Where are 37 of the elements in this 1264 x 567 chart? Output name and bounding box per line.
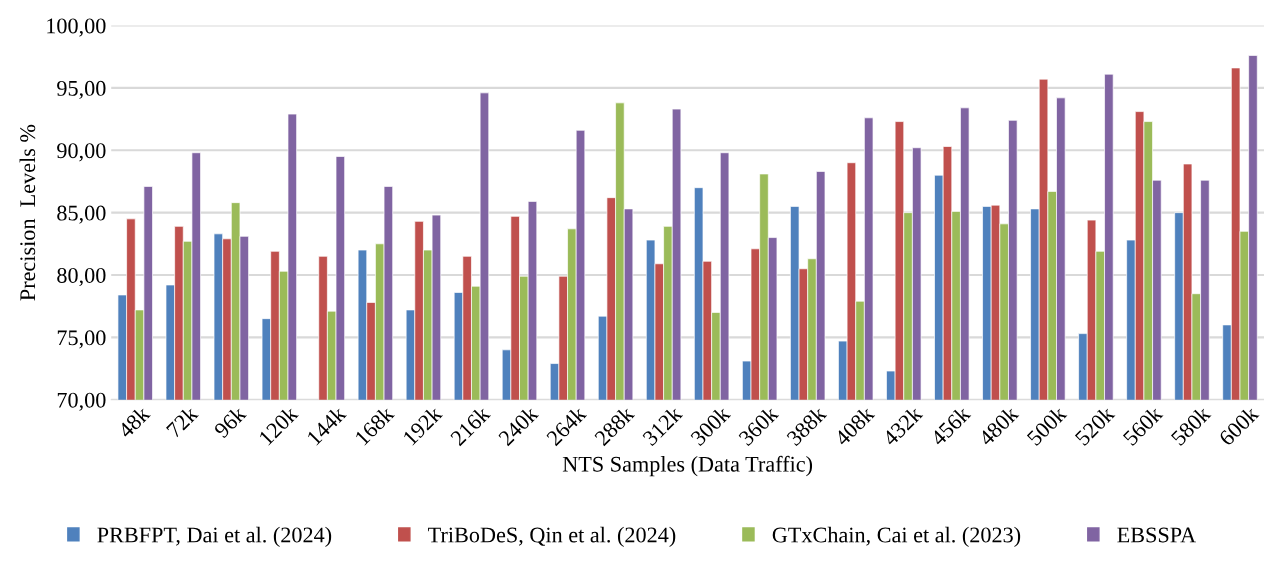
x-tick-label: 48k (116, 404, 151, 439)
x-axis-title: NTS Samples (Data Traffic) (562, 455, 813, 477)
y-tick-label: 80,00 (57, 267, 106, 287)
x-tick-label: 144k (305, 404, 347, 446)
x-tick-label: 408k (833, 404, 876, 447)
x-tick-label: 192k (401, 404, 444, 446)
x-tick-label: 500k (1025, 404, 1068, 447)
x-tick-label: 288k (593, 404, 636, 447)
x-tick-label: 72k (165, 404, 199, 439)
y-tick-label: 100,00 (47, 18, 106, 37)
x-tick-label: 168k (353, 404, 396, 446)
x-tick-label: 216k (449, 404, 492, 447)
x-tick-label: 360k (737, 404, 780, 447)
x-tick-label: 580k (1170, 404, 1212, 447)
x-tick-label: 480k (977, 404, 1020, 447)
legend-label: GTxChain, Cai et al. (2023) (772, 526, 1021, 547)
legend-label: PRBFPT, Dai et al. (2024) (97, 526, 332, 547)
y-tick-label: 85,00 (57, 205, 106, 224)
y-tick-label: 75,00 (57, 330, 106, 349)
x-tick-label: 120k (257, 404, 299, 446)
legend-label: TriBoDeS, Qin et al. (2024) (428, 526, 676, 547)
x-tick-label: 520k (1073, 404, 1116, 447)
y-tick-label: 90,00 (57, 143, 106, 162)
x-tick-label: 96k (212, 404, 248, 439)
y-axis-title: Precision Levels % (19, 124, 36, 301)
x-tick-label: 432k (881, 404, 924, 447)
legend-label: EBSSPA (1117, 527, 1196, 543)
x-tick-label: 560k (1121, 404, 1164, 447)
x-tick-label: 240k (497, 404, 540, 447)
x-tick-label: 456k (929, 404, 972, 447)
y-tick-label: 95,00 (57, 80, 106, 100)
y-tick-label: 70,00 (57, 392, 106, 411)
x-tick-label: 300k (689, 404, 732, 447)
x-tick-label: 312k (641, 404, 684, 447)
x-tick-label: 388k (785, 404, 828, 447)
x-tick-label: 600k (1217, 404, 1260, 447)
x-tick-label: 264k (545, 404, 588, 447)
